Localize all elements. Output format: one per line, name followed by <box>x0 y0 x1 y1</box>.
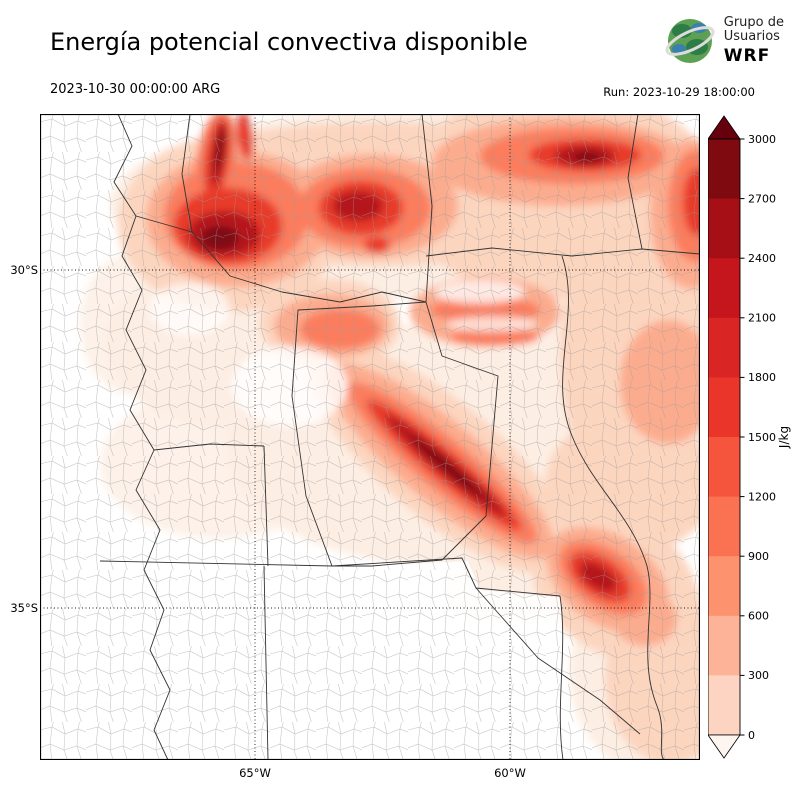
wrf-logo-globe-icon <box>665 19 715 63</box>
graticule <box>40 114 700 760</box>
colorbar-tick-label: 2100 <box>748 312 776 325</box>
colorbar-tick-label: 2700 <box>748 192 776 205</box>
colorbar-segments <box>708 139 740 736</box>
logo-acronym: WRF <box>723 46 771 67</box>
province-borders <box>99 114 700 760</box>
wrf-logo: Grupo de Usuarios WRF <box>663 14 784 68</box>
colorbar-tick-label: 3000 <box>748 133 776 146</box>
lon-label-60w: 60°W <box>494 766 526 780</box>
colorbar-segment <box>708 496 740 557</box>
logo-org-line2: Usuarios <box>723 29 780 45</box>
colorbar-tick-label: 300 <box>748 669 769 682</box>
cape-map-canvas <box>39 113 701 761</box>
lat-label-35s: 35°S <box>10 601 38 615</box>
page-title: Energía potencial convectiva disponible <box>50 28 528 56</box>
run-time: Run: 2023-10-29 18:00:00 <box>603 85 755 99</box>
colorbar-arrow-down <box>708 734 741 759</box>
colorbar-segment <box>708 377 740 438</box>
lat-label-30s: 30°S <box>10 263 38 277</box>
colorbar-tick-label: 600 <box>748 610 769 623</box>
lon-label-65w: 65°W <box>239 766 271 780</box>
colorbar-segment <box>708 317 740 378</box>
colorbar-segment <box>708 615 740 676</box>
colorbar-unit-label: J/kg <box>777 426 791 449</box>
colorbar-segment <box>708 139 740 200</box>
department-boundaries <box>40 114 700 760</box>
colorbar-segment <box>708 437 740 498</box>
colorbar-segment <box>708 198 740 259</box>
colorbar-tick-label: 900 <box>748 550 769 563</box>
cape-map <box>39 113 701 761</box>
colorbar-segment <box>708 556 740 617</box>
colorbar-tick-label: 2400 <box>748 252 776 265</box>
colorbar-segment <box>708 258 740 319</box>
colorbar-tick-label: 1800 <box>748 371 776 384</box>
colorbar-tick-label: 0 <box>748 729 755 742</box>
colorbar-segment <box>708 675 740 736</box>
logo-org-line1: Grupo de <box>723 14 784 30</box>
colorbar-tick-label: 1500 <box>748 431 776 444</box>
colorbar-tick-label: 1200 <box>748 490 776 503</box>
valid-time: 2023-10-30 00:00:00 ARG <box>50 82 221 97</box>
colorbar-arrow-up <box>708 115 741 140</box>
map-border <box>39 113 701 761</box>
